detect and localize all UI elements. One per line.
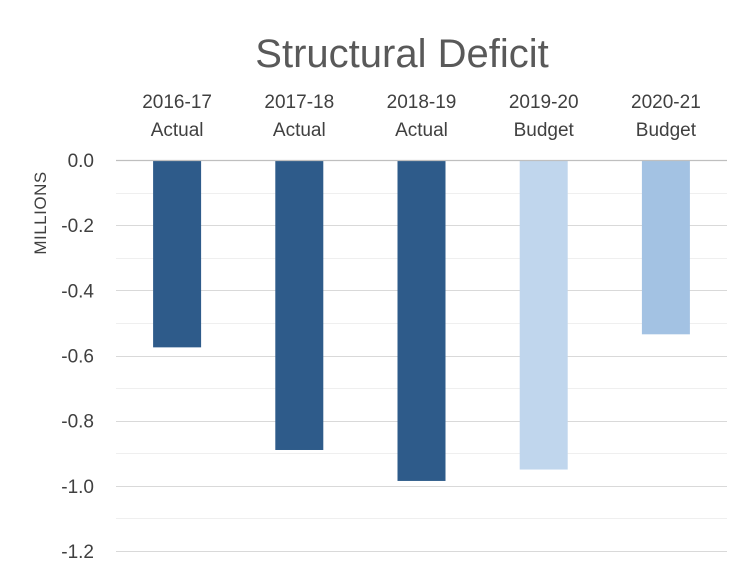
category-label: 2018-19 — [387, 92, 457, 113]
y-tick-label: -0.4 — [61, 281, 94, 302]
y-axis-label: MILLIONS — [31, 171, 50, 254]
bars — [153, 160, 690, 481]
chart-title: Structural Deficit — [255, 32, 548, 76]
y-tick-label: -1.0 — [61, 477, 94, 498]
category-labels: 2016-17 Actual 2017-18 Actual 2018-19 Actual 2… — [142, 92, 701, 141]
bar — [397, 160, 446, 481]
bar — [519, 160, 568, 470]
category-label: Budget — [636, 120, 697, 141]
category-label: Actual — [151, 120, 204, 141]
category-label: 2019-20 — [509, 92, 579, 113]
category-label: Actual — [395, 120, 448, 141]
bar — [275, 160, 324, 450]
category-label: Budget — [514, 120, 575, 141]
bar — [153, 160, 202, 348]
category-label: 2016-17 — [142, 92, 212, 113]
y-tick-label: -0.2 — [61, 216, 94, 237]
y-tick-labels: 0.0 -0.2 -0.4 -0.6 -0.8 -1.0 -1.2 — [61, 151, 94, 563]
y-tick-label: -0.8 — [61, 412, 94, 433]
category-label: 2017-18 — [264, 92, 334, 113]
y-tick-label: -0.6 — [61, 347, 94, 368]
y-tick-label: 0.0 — [68, 151, 94, 172]
y-tick-label: -1.2 — [61, 542, 94, 563]
category-label: 2020-21 — [631, 92, 701, 113]
category-label: Actual — [273, 120, 326, 141]
bar — [641, 160, 690, 335]
